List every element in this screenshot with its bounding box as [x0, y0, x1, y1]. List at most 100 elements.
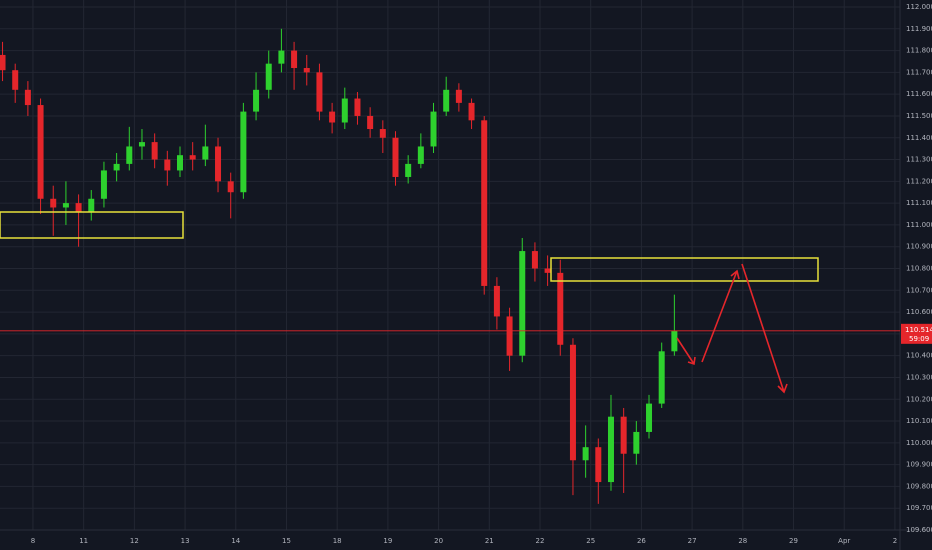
- candle-body: [405, 163, 412, 177]
- candle-body: [100, 170, 107, 199]
- candle-body: [278, 50, 285, 64]
- y-tick-label: 111.500: [906, 112, 932, 120]
- candle-body: [88, 198, 95, 212]
- x-tick-label: 25: [586, 537, 595, 545]
- y-tick-label: 110.100: [906, 417, 932, 425]
- y-tick-label: 111.800: [906, 47, 932, 55]
- last-price-box: [901, 323, 932, 344]
- candle-body: [607, 416, 614, 483]
- candle-body: [164, 159, 171, 171]
- candle-body: [557, 272, 564, 345]
- candle-body: [265, 63, 272, 90]
- candle-body: [468, 102, 475, 121]
- y-tick-label: 111.000: [906, 221, 932, 229]
- y-tick-label: 111.700: [906, 68, 932, 76]
- x-tick-label: 2: [893, 537, 897, 545]
- candle-body: [50, 198, 57, 208]
- candle-body: [189, 155, 196, 160]
- y-tick-label: 111.400: [906, 134, 932, 142]
- candle-body: [569, 344, 576, 461]
- y-tick-label: 109.700: [906, 504, 932, 512]
- x-tick-label: 15: [282, 537, 291, 545]
- candle-body: [240, 111, 247, 193]
- candle-body: [430, 111, 437, 147]
- candle-body: [62, 203, 69, 208]
- candle-body: [379, 129, 386, 138]
- last-price-label: 110.514: [905, 326, 932, 334]
- x-tick-label: Apr: [838, 537, 850, 545]
- candle-body: [341, 98, 348, 123]
- candle-body: [151, 142, 158, 160]
- y-tick-label: 111.200: [906, 177, 932, 185]
- x-tick-label: 18: [333, 537, 342, 545]
- candle-body: [253, 89, 260, 112]
- x-tick-label: 13: [181, 537, 190, 545]
- candle-body: [417, 146, 424, 164]
- x-tick-label: 8: [31, 537, 35, 545]
- x-tick-label: 27: [688, 537, 697, 545]
- candle-body: [12, 70, 19, 90]
- candle-body: [455, 89, 462, 103]
- y-tick-label: 109.600: [906, 526, 932, 534]
- candle-body: [493, 285, 500, 317]
- candle-body: [303, 68, 310, 73]
- x-tick-label: 26: [637, 537, 646, 545]
- y-tick-label: 109.800: [906, 482, 932, 490]
- candle-body: [215, 146, 222, 182]
- candle-body: [443, 89, 450, 112]
- candle-body: [316, 72, 323, 112]
- zone-box: [0, 211, 184, 239]
- x-tick-label: 28: [738, 537, 747, 545]
- y-tick-label: 110.900: [906, 243, 932, 251]
- y-tick-label: 111.900: [906, 25, 932, 33]
- candle-body: [582, 447, 589, 461]
- projection-arrows: [676, 263, 788, 394]
- candle-body: [531, 251, 538, 269]
- x-tick-label: 19: [383, 537, 392, 545]
- candle-body: [113, 163, 120, 171]
- x-tick-label: 14: [231, 537, 240, 545]
- y-tick-label: 110.800: [906, 265, 932, 273]
- y-tick-label: 111.600: [906, 90, 932, 98]
- candle-body: [202, 146, 209, 160]
- x-tick-label: 11: [79, 537, 88, 545]
- candle-body: [0, 54, 6, 71]
- y-tick-label: 111.300: [906, 156, 932, 164]
- candle-body: [595, 447, 602, 483]
- candle-body: [620, 416, 627, 454]
- zone-box: [550, 257, 819, 282]
- y-tick-label: 110.300: [906, 373, 932, 381]
- y-tick-label: 111.100: [906, 199, 932, 207]
- y-tick-label: 110.400: [906, 352, 932, 360]
- candle-body: [646, 403, 653, 432]
- candle-body: [481, 120, 488, 286]
- x-tick-label: 29: [789, 537, 798, 545]
- y-tick-label: 110.000: [906, 439, 932, 447]
- candle-body: [37, 105, 44, 199]
- candle-body: [126, 146, 133, 164]
- y-tick-label: 112.000: [906, 3, 932, 11]
- y-tick-label: 110.600: [906, 308, 932, 316]
- candle-body: [75, 203, 82, 212]
- x-tick-label: 20: [434, 537, 443, 545]
- candle-body: [138, 142, 145, 147]
- candle-body: [177, 155, 183, 171]
- candle-body: [658, 351, 665, 404]
- y-tick-label: 110.200: [906, 395, 932, 403]
- candle-body: [519, 251, 526, 356]
- candle-body: [291, 50, 298, 69]
- candle-body: [671, 330, 678, 352]
- y-tick-label: 110.700: [906, 286, 932, 294]
- candle-body: [354, 98, 361, 116]
- candle-body: [227, 181, 234, 193]
- candle-body: [544, 268, 551, 273]
- countdown-label: 59:09: [909, 335, 929, 343]
- y-tick-label: 109.900: [906, 461, 932, 469]
- x-tick-label: 12: [130, 537, 139, 545]
- x-tick-label: 21: [485, 537, 494, 545]
- candle-body: [329, 111, 336, 123]
- candle-body: [367, 115, 374, 130]
- candle-body: [633, 431, 640, 454]
